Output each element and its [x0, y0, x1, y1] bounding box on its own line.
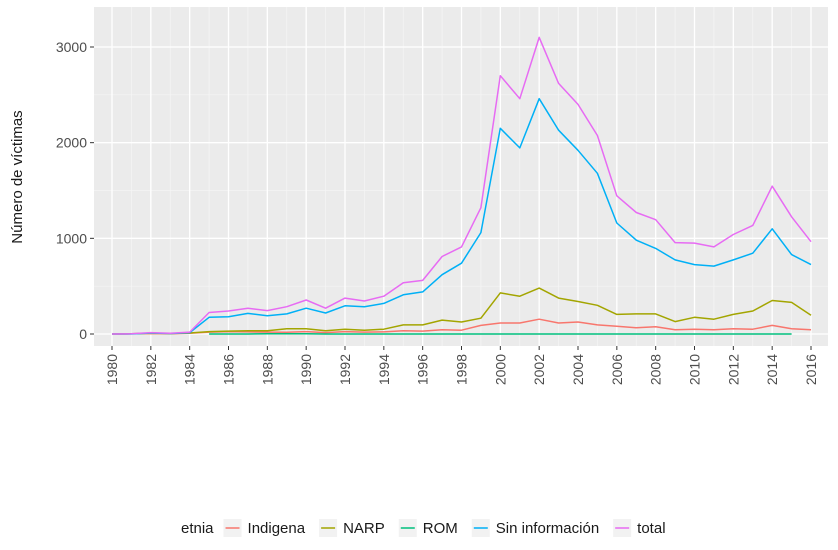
legend-label-sin-informaci-n: Sin información — [496, 520, 599, 537]
y-axis-label: Número de víctimas — [9, 110, 26, 243]
y-tick-label: 3000 — [56, 39, 87, 55]
x-tick-label: 1998 — [454, 354, 470, 385]
x-tick-label: 1994 — [376, 354, 392, 385]
x-tick-label: 1988 — [259, 354, 275, 385]
x-tick-label: 1996 — [415, 354, 431, 385]
legend-label-rom: ROM — [423, 520, 458, 537]
legend-title: etnia — [181, 520, 214, 537]
y-tick-label: 1000 — [56, 230, 87, 246]
series-line-total — [111, 36, 812, 335]
x-tick-label: 2014 — [764, 354, 780, 385]
x-tick-label: 1984 — [182, 354, 198, 385]
x-tick-label: 2006 — [609, 354, 625, 385]
x-tick-label: 2016 — [803, 354, 819, 385]
legend: etnia Indigena NARP ROM Sin información tota… — [181, 519, 666, 537]
x-tick-label: 2010 — [687, 354, 703, 385]
x-axis: 1980 1982 1984 1986 1988 1990 1992 1994 1996 1998… — [104, 346, 819, 385]
x-tick-label: 1986 — [221, 354, 237, 385]
series-line-sin-informaci-n — [112, 97, 812, 335]
x-tick-label: 2012 — [725, 354, 741, 385]
x-tick-label: 2004 — [570, 354, 586, 385]
legend-label-indigena: Indigena — [248, 520, 306, 537]
legend-label-narp: NARP — [343, 520, 385, 537]
x-tick-label: 2002 — [531, 354, 547, 385]
x-tick-label: 1992 — [337, 354, 353, 385]
x-tick-label: 2008 — [648, 354, 664, 385]
x-tick-label: 1980 — [104, 354, 120, 385]
legend-label-total: total — [637, 520, 665, 537]
x-tick-label: 2000 — [492, 354, 508, 385]
series-line-narp — [111, 287, 812, 335]
y-axis: 0 1000 2000 3000 — [56, 39, 94, 342]
x-tick-label: 1982 — [143, 354, 159, 385]
y-tick-label: 0 — [79, 326, 87, 342]
series-lines — [111, 36, 812, 335]
y-tick-label: 2000 — [56, 135, 87, 151]
x-tick-label: 1990 — [298, 354, 314, 385]
